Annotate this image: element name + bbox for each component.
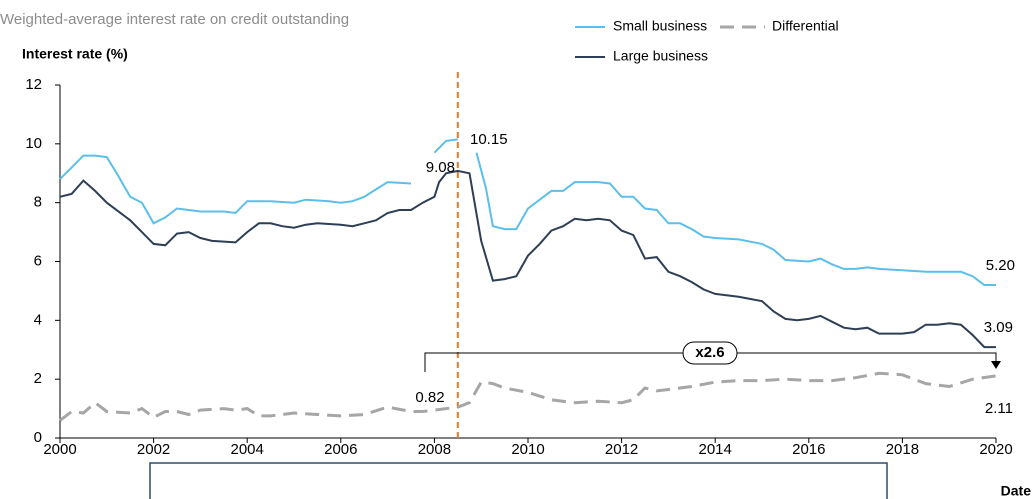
annotation: 3.09 [984,319,1013,336]
annotation: 2.11 [985,400,1013,417]
y-tick-label: 12 [25,76,42,93]
note-box [149,462,888,499]
bracket-arrow [991,361,1001,369]
x-tick-label: 2012 [605,441,638,458]
x-tick-label: 2000 [43,441,76,458]
y-axis-label: Interest rate (%) [22,46,128,62]
chart-title: Weighted-average interest rate on credit… [0,11,349,28]
x-tick-label: 2006 [324,441,357,458]
x-tick-label: 2020 [979,441,1012,458]
y-tick-label: 0 [34,429,42,446]
x-axis-label: Date [1001,483,1032,499]
x-tick-label: 2004 [231,441,264,458]
x-tick-label: 2008 [418,441,451,458]
legend-label: Small business [613,18,707,34]
x-tick-label: 2018 [886,441,919,458]
legend-label: Large business [613,48,708,64]
annotation: 10.15 [470,131,508,148]
x-tick-label: 2010 [511,441,544,458]
annotation: 9.08 [426,159,455,176]
series-line [59,138,996,286]
series-line [59,169,996,349]
annotation: 5.20 [986,257,1015,274]
y-tick-label: 10 [25,135,42,152]
annotation: x2.6 [695,344,724,361]
legend-label: Differential [772,18,839,34]
series-line [59,371,997,422]
annotation: 0.82 [415,389,444,406]
y-tick-label: 6 [34,252,42,269]
multiplier-box [682,341,738,365]
y-tick-label: 4 [34,311,42,328]
x-tick-label: 2002 [137,441,170,458]
y-tick-label: 2 [34,370,42,387]
x-tick-label: 2014 [699,441,732,458]
x-tick-label: 2016 [792,441,825,458]
y-tick-label: 8 [34,194,42,211]
